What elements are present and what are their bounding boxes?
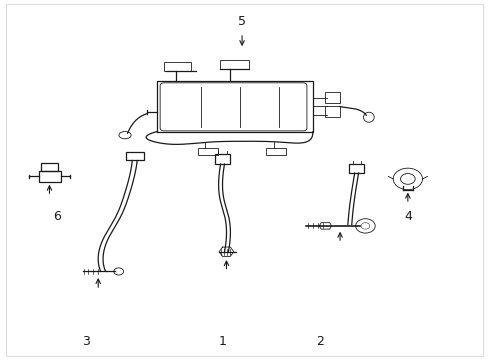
- Bar: [41, 163, 58, 171]
- Text: 4: 4: [403, 211, 411, 224]
- Bar: [198, 148, 217, 155]
- Text: 2: 2: [316, 335, 324, 348]
- Text: 5: 5: [238, 15, 245, 28]
- Text: 6: 6: [53, 211, 61, 224]
- Bar: [39, 171, 61, 182]
- Bar: [214, 154, 230, 164]
- Bar: [220, 60, 249, 69]
- Bar: [325, 107, 339, 117]
- Text: 1: 1: [218, 335, 226, 348]
- Text: 3: 3: [82, 335, 90, 348]
- Bar: [325, 92, 339, 103]
- Bar: [163, 62, 190, 71]
- Bar: [266, 148, 285, 155]
- Bar: [126, 152, 143, 160]
- Bar: [348, 164, 364, 173]
